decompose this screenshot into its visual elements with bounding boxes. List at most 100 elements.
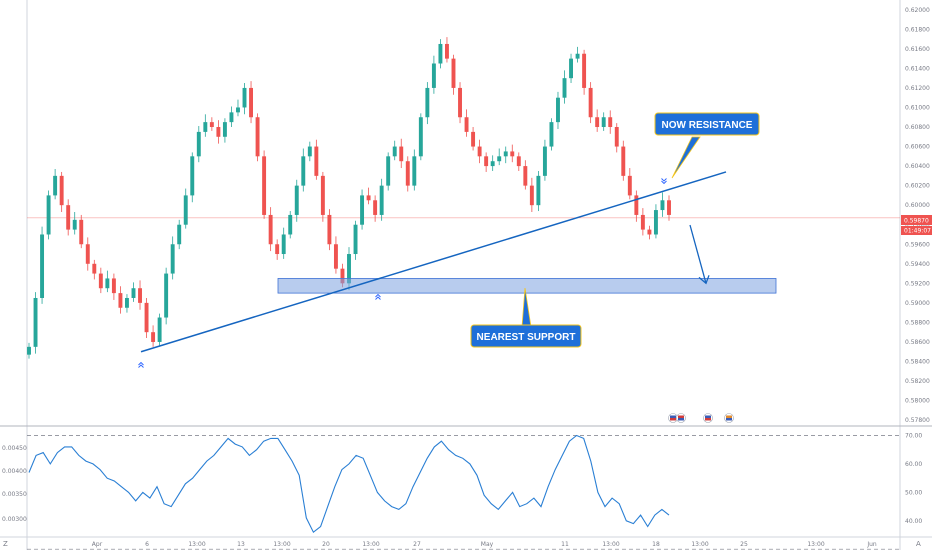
candle-body <box>445 43 449 59</box>
candle <box>484 152 489 172</box>
oscillator-right-tick-label: 70.00 <box>905 433 922 440</box>
price-tick-label: 0.60800 <box>905 124 930 131</box>
candle-body <box>477 146 482 157</box>
projection-arrow-shaft[interactable] <box>689 224 707 284</box>
candle-body <box>307 146 312 157</box>
candle <box>33 292 38 354</box>
price-tick-label: 0.58600 <box>905 339 930 346</box>
support-label: NEAREST SUPPORT <box>477 332 576 343</box>
time-tick-label: 13:00 <box>691 541 708 548</box>
candle-body <box>516 156 521 167</box>
price-tick-label: 0.61800 <box>905 26 930 33</box>
candle-body <box>327 214 332 245</box>
candle <box>399 138 404 169</box>
price-tick-label: 0.58800 <box>905 319 930 326</box>
candle <box>366 187 371 205</box>
candle <box>144 297 149 339</box>
time-tick-label: 13:00 <box>188 541 205 548</box>
candle <box>190 152 195 203</box>
price-tick-label: 0.61200 <box>905 85 930 92</box>
candle <box>320 171 325 222</box>
candle <box>138 280 142 310</box>
candle-body <box>242 87 247 108</box>
resistance-callout[interactable]: NOW RESISTANCE <box>654 112 760 179</box>
economic-event-icons[interactable] <box>668 413 734 423</box>
candle <box>418 113 423 161</box>
candle-body <box>249 87 253 118</box>
price-tick-label: 0.60400 <box>905 163 930 170</box>
event-flag-icon[interactable] <box>724 413 734 423</box>
event-flag-icon[interactable] <box>668 413 678 423</box>
candle-body <box>190 156 195 196</box>
candle-body <box>392 146 397 157</box>
oscillator-left-tick-label: 0.00350 <box>2 491 27 498</box>
candle-body <box>262 156 267 215</box>
candle <box>111 273 116 300</box>
candle-body <box>523 166 528 186</box>
candle <box>588 82 593 124</box>
candle <box>333 236 338 274</box>
candle <box>222 118 227 143</box>
ascending-trendline[interactable] <box>140 171 727 353</box>
drawing-annotations[interactable]: NOW RESISTANCE NEAREST SUPPORT <box>470 112 760 348</box>
candle <box>595 109 600 132</box>
candle <box>327 209 332 251</box>
candle-body <box>373 200 378 215</box>
candle <box>601 112 606 131</box>
candle-body <box>542 146 547 176</box>
candle-body <box>59 175 64 206</box>
candle-body <box>582 53 587 88</box>
candle-body <box>640 214 645 230</box>
candle-body <box>183 195 188 225</box>
price-tick-label: 0.61600 <box>905 46 930 53</box>
candle-body <box>510 151 515 157</box>
support-callout[interactable]: NEAREST SUPPORT <box>470 287 582 348</box>
time-tick-label: 13 <box>237 541 245 548</box>
candle-body <box>451 58 456 88</box>
candle <box>275 239 280 260</box>
candle-body <box>170 244 175 274</box>
price-tick-label: 0.59400 <box>905 261 930 268</box>
candle <box>386 152 391 191</box>
candle-body <box>255 117 260 157</box>
oscillator-left-tick-label: 0.00400 <box>2 468 27 475</box>
candle-body <box>131 288 136 298</box>
support-zone[interactable] <box>277 278 777 294</box>
candle-body <box>209 122 214 128</box>
candle <box>229 106 234 128</box>
time-tick-label: 13:00 <box>273 541 290 548</box>
oscillator-line[interactable] <box>28 434 670 534</box>
candle <box>216 120 221 144</box>
event-flag-icon[interactable] <box>676 413 686 423</box>
candle <box>458 82 462 124</box>
candle-body <box>431 63 436 88</box>
candle <box>497 148 502 166</box>
candle <box>255 113 260 162</box>
price-axis[interactable]: 0.62000 0.61800 0.61600 0.61400 0.61200 0.610… <box>905 7 930 424</box>
event-flag-icon[interactable] <box>703 413 713 423</box>
candle-body <box>281 234 286 255</box>
candle <box>575 46 580 63</box>
time-axis[interactable]: Apr 6 13:00 13 13:00 20 13:00 27 May 11 13:00 18 13:… <box>92 541 877 548</box>
candle-body <box>164 273 169 318</box>
candle <box>125 294 129 313</box>
price-tick-label: 0.59600 <box>905 241 930 248</box>
projection-arrowhead-icon <box>698 275 710 285</box>
time-tick-label: 13:00 <box>362 541 379 548</box>
price-tick-label: 0.62000 <box>905 7 930 14</box>
time-tick-label: 27 <box>413 541 421 548</box>
time-tick-label: 20 <box>322 541 330 548</box>
candle <box>412 149 417 191</box>
candle-body <box>79 219 84 245</box>
candle <box>510 144 515 163</box>
candle-body <box>569 58 573 79</box>
oscillator-pane[interactable] <box>27 434 900 550</box>
candle-body <box>27 346 31 355</box>
candle <box>516 152 521 171</box>
candle <box>151 325 156 347</box>
candle <box>523 160 528 190</box>
swing-high-down-chevron-icon <box>661 178 667 185</box>
candle <box>183 188 188 229</box>
price-tick-label: 0.60000 <box>905 202 930 209</box>
